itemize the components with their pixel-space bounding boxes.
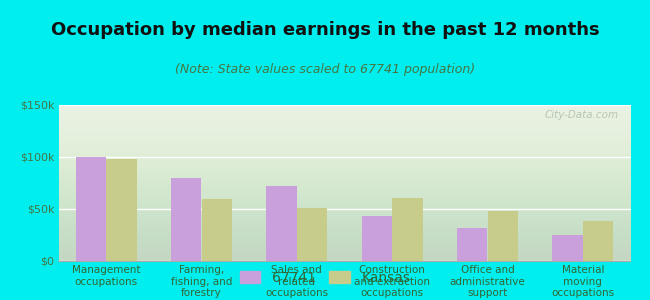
Bar [75,157,106,261]
Bar [361,216,392,261]
Text: (Note: State values scaled to 67741 population): (Note: State values scaled to 67741 popu… [175,63,475,76]
Bar [266,186,297,261]
Bar [106,159,136,261]
Bar [297,208,328,261]
Bar [202,199,232,261]
Legend: 67741, Kansas: 67741, Kansas [234,265,416,290]
Bar [457,228,488,261]
Bar [171,178,202,261]
Bar [583,221,614,261]
Text: Occupation by median earnings in the past 12 months: Occupation by median earnings in the pas… [51,21,599,39]
Bar [392,198,422,261]
Bar [552,235,583,261]
Text: City-Data.com: City-Data.com [545,110,619,120]
Bar [488,211,518,261]
